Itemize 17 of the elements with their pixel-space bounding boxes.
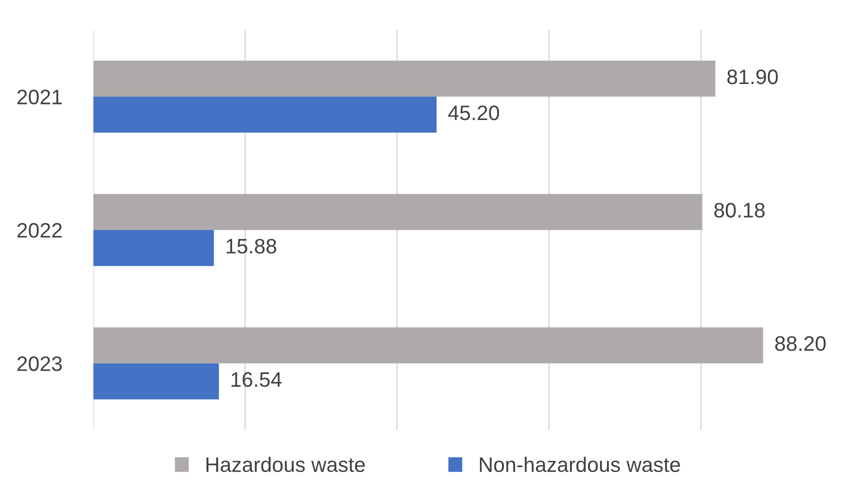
data-label: 88.20	[775, 336, 826, 351]
data-label: 16.54	[232, 372, 282, 387]
bar	[93, 194, 702, 230]
bar	[93, 230, 214, 266]
data-label: 81.90	[727, 70, 778, 84]
legend-label: Non-hazardous waste	[480, 456, 680, 472]
bar	[93, 327, 764, 364]
bar	[93, 363, 219, 400]
data-label: 80.18	[714, 202, 765, 218]
y-tick-label: 2023	[17, 356, 62, 372]
bar	[93, 96, 437, 133]
data-label: 45.20	[448, 106, 500, 120]
bar	[93, 60, 716, 97]
y-tick-label: 2022	[17, 223, 62, 238]
y-tick-label: 2021	[17, 90, 62, 104]
data-label: 15.88	[226, 238, 276, 254]
legend-label: Hazardous waste	[206, 456, 365, 472]
